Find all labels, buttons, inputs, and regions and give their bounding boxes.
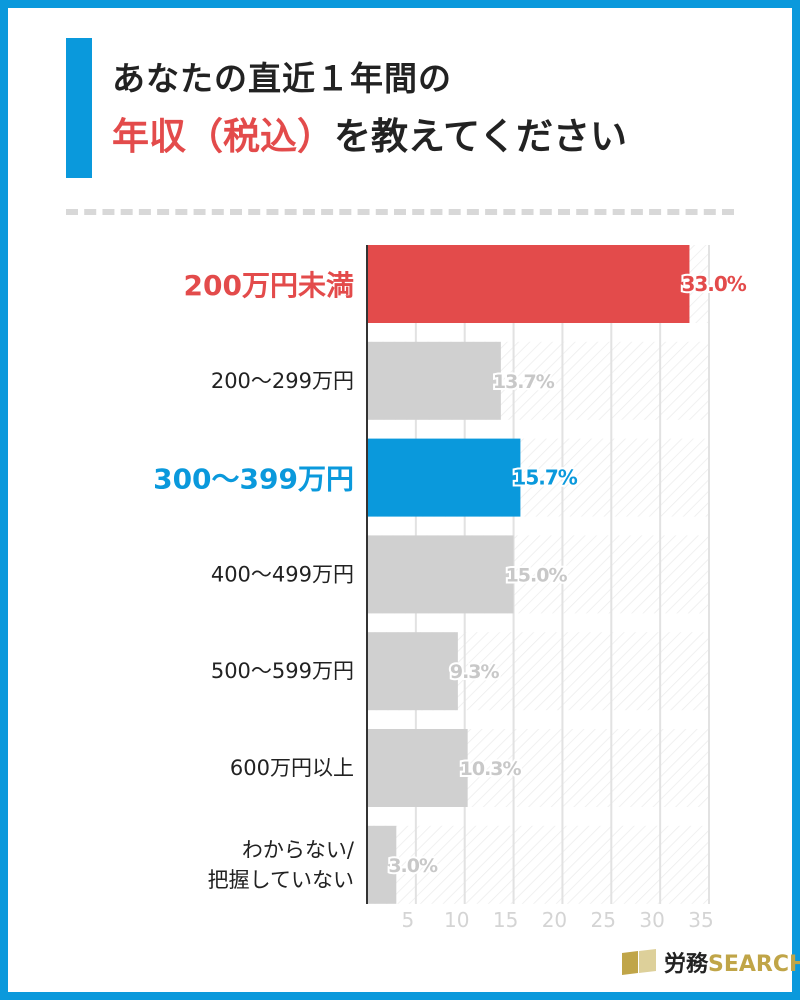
x-tick-label: 25 (591, 908, 616, 932)
value-label: 15.7% (512, 466, 577, 490)
bar (367, 245, 690, 323)
x-tick-label: 30 (639, 908, 664, 932)
x-tick-label: 10 (444, 908, 469, 932)
category-label: 把握していない (208, 868, 354, 892)
x-tick-label: 35 (688, 908, 713, 932)
bar (367, 729, 468, 807)
x-tick-label: 20 (542, 908, 567, 932)
title-rest: を教えてください (334, 115, 628, 158)
logo: 労務SEARCH (622, 946, 800, 978)
bar (367, 632, 458, 711)
title-line-1: あなたの直近１年間の (112, 59, 452, 98)
title-highlight: 年収（税込） (112, 115, 334, 158)
logo-book-icon (622, 949, 656, 975)
bar (367, 535, 514, 614)
category-label: 300〜399万円 (153, 463, 354, 496)
title-line-2: 年収（税込）を教えてください (112, 106, 627, 160)
category-label: 600万円以上 (230, 756, 354, 780)
category-label: 400〜499万円 (211, 562, 354, 586)
bar (367, 438, 521, 517)
value-label: 15.0% (506, 564, 568, 586)
category-label: わからない/ (242, 838, 355, 862)
bar (367, 825, 397, 904)
bar-background (367, 825, 709, 904)
divider (66, 209, 734, 215)
category-label: 200万円未満 (184, 269, 354, 302)
logo-jp: 労務 (664, 952, 709, 977)
value-label: 9.3% (450, 661, 500, 683)
bar (367, 341, 501, 420)
title-accent-bar (66, 38, 92, 178)
category-label: 500〜599万円 (211, 659, 354, 683)
value-label: 3.0% (388, 855, 438, 877)
value-label: 13.7% (493, 371, 555, 393)
x-tick-label: 5 (401, 908, 414, 932)
x-tick-label: 15 (493, 908, 518, 932)
value-label: 33.0% (681, 272, 746, 296)
value-label: 10.3% (460, 758, 522, 780)
logo-en: SEARCH (708, 952, 800, 977)
category-label: 200〜299万円 (211, 369, 354, 393)
